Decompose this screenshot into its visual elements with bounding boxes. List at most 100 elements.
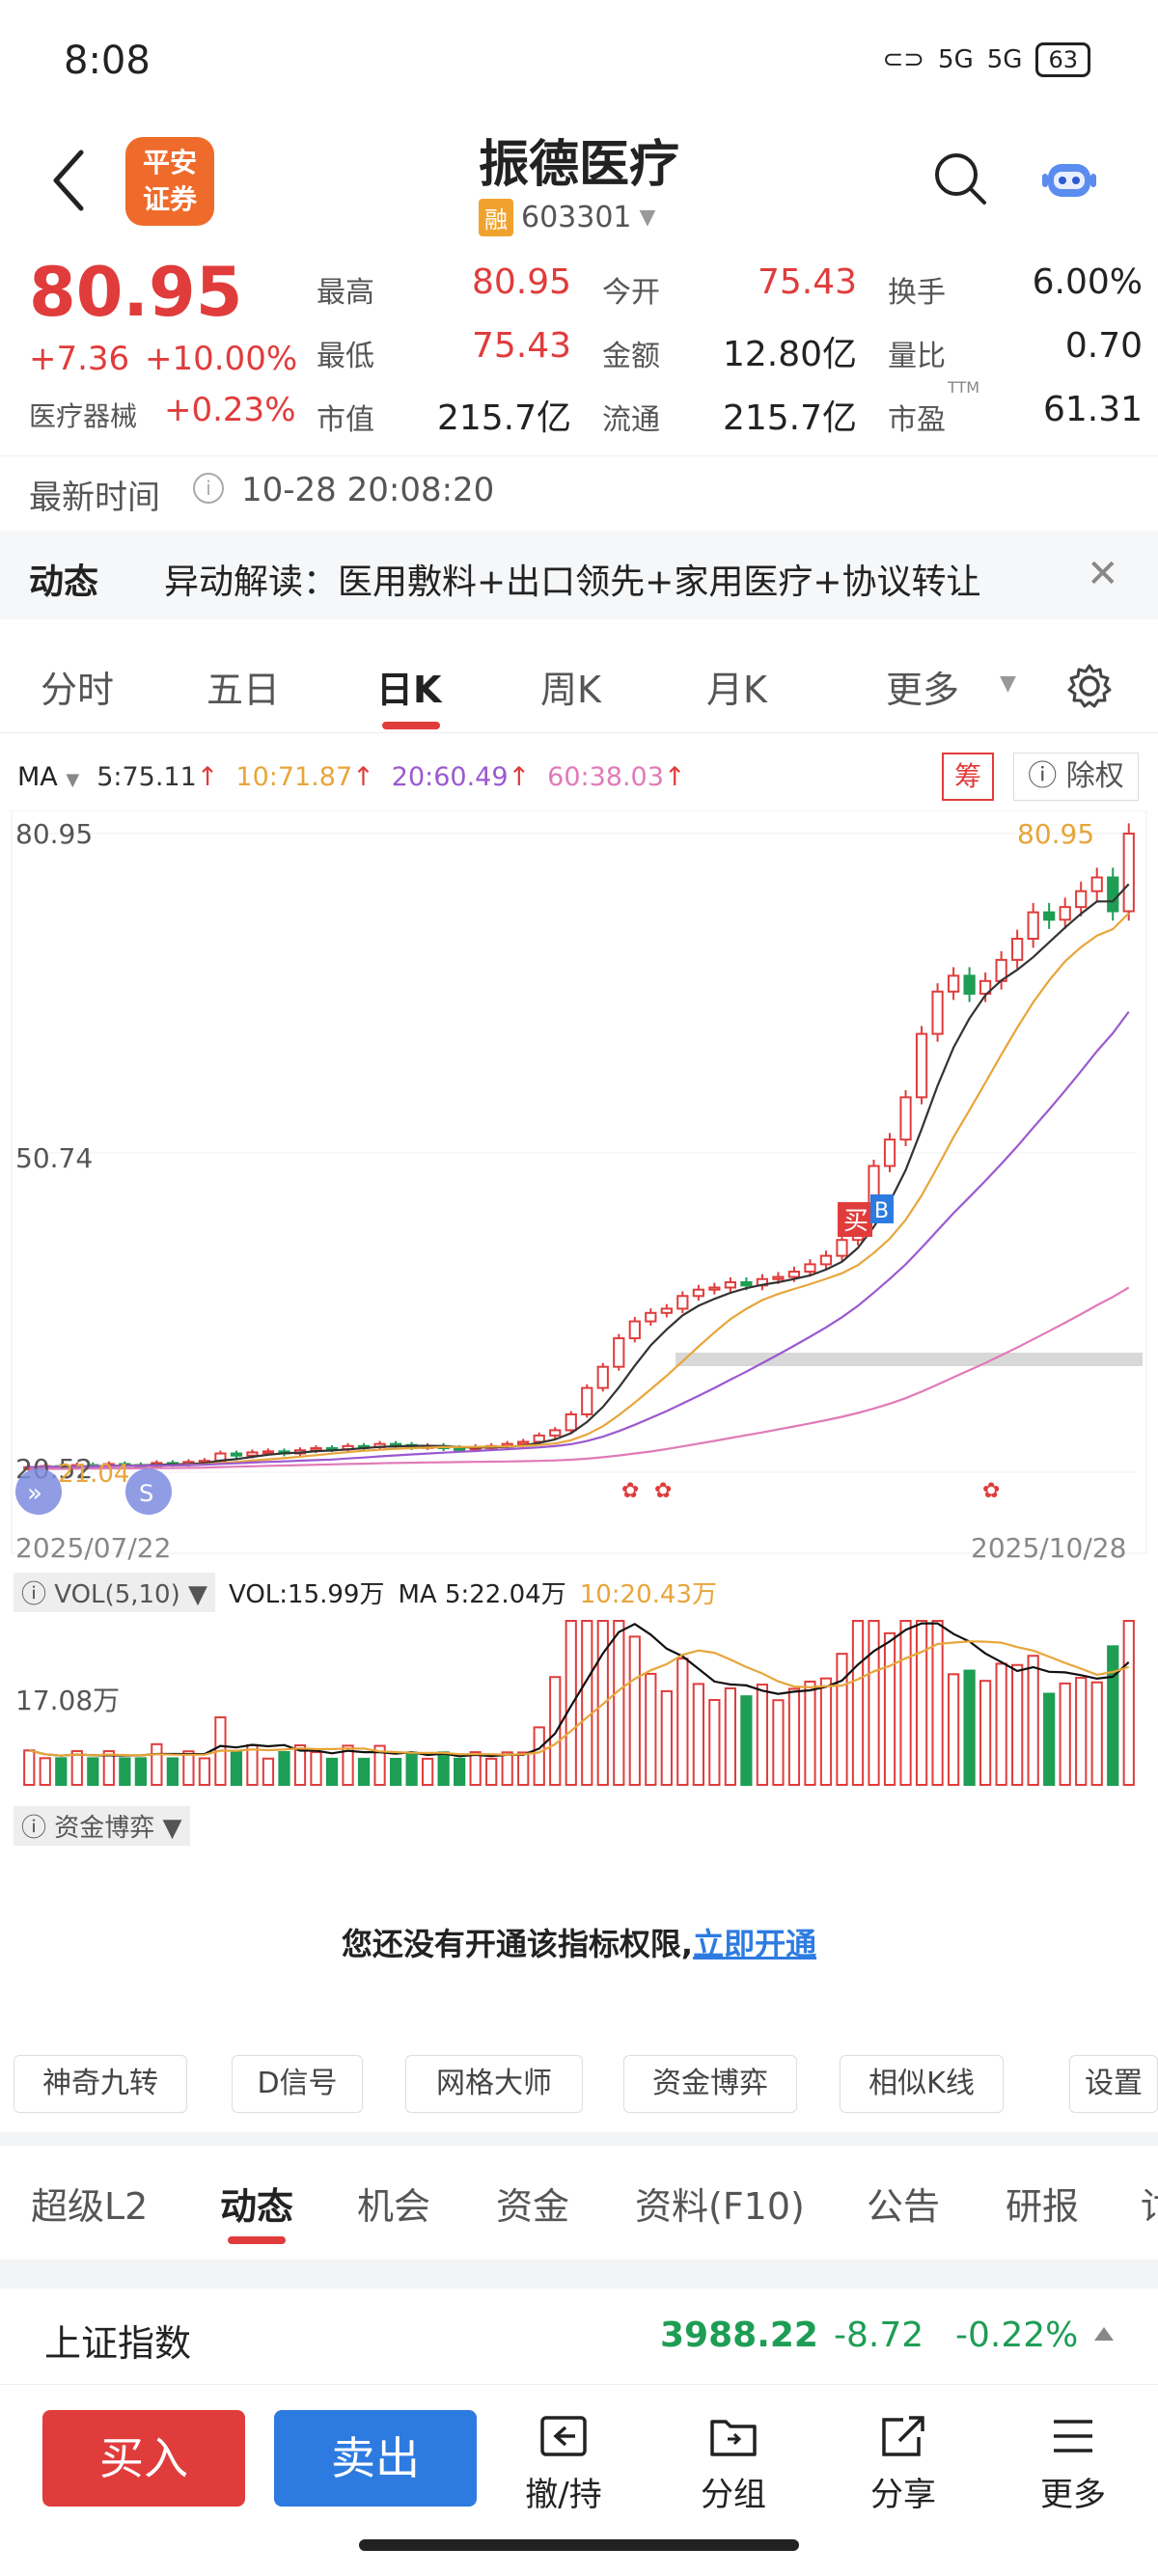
volume-bar: [119, 1757, 131, 1786]
candle: [517, 1440, 530, 1445]
volume-legend[interactable]: ⓘ VOL(5,10) ▼ VOL:15.99万 MA 5:22.04万 10:…: [14, 1573, 717, 1612]
tab-five-day[interactable]: 五日: [207, 669, 281, 711]
volume-bar: [628, 1635, 641, 1786]
search-icon[interactable]: [932, 151, 988, 206]
index-value: 3988.22: [660, 2316, 818, 2355]
volume-bar: [979, 1680, 992, 1786]
ma10-value: 10:71.87↑: [235, 762, 374, 792]
nav-more[interactable]: 更多: [1015, 2412, 1131, 2515]
volume-ma5: MA 5:22.04万: [398, 1580, 566, 1609]
volume-chart[interactable]: 17.08万: [0, 1602, 1158, 1795]
tool-magic-nine[interactable]: 神奇九转: [14, 2055, 187, 2113]
ma-legend[interactable]: MA ▼ 5:75.11↑ 10:71.87↑ 20:60.49↑ 60:38.…: [17, 762, 686, 792]
stock-code-row[interactable]: 融 603301 ▼: [479, 199, 655, 236]
candle: [676, 1295, 689, 1310]
tab-monthly-k[interactable]: 月K: [706, 669, 767, 711]
candle: [533, 1434, 545, 1443]
tab-f10[interactable]: 资料(F10): [635, 2185, 805, 2228]
buy-button[interactable]: 买入: [42, 2410, 245, 2507]
candle: [1090, 876, 1103, 892]
candle: [454, 1447, 466, 1452]
update-time-row: [0, 455, 1158, 529]
ex-rights-button[interactable]: ⓘ 除权: [1013, 753, 1139, 801]
tool-grid-master[interactable]: 网格大师: [405, 2055, 583, 2113]
back-arrow-icon[interactable]: [46, 147, 95, 214]
volume-bar: [549, 1676, 562, 1786]
tool-settings[interactable]: 设置: [1069, 2055, 1158, 2113]
chip-distribution-button[interactable]: 筹: [942, 753, 994, 801]
tab-daily-k[interactable]: 日K: [376, 669, 442, 711]
index-name: 上证指数: [44, 2322, 192, 2365]
turnover-label: 换手: [888, 276, 946, 310]
tool-similar-k[interactable]: 相似K线: [840, 2055, 1004, 2113]
tool-d-signal[interactable]: D信号: [232, 2055, 363, 2113]
volume-bar: [947, 1673, 960, 1786]
tab-discussion[interactable]: 讨: [1141, 2177, 1158, 2230]
pe-ttm-sup: TTM: [948, 378, 980, 397]
volume-bar: [899, 1620, 912, 1786]
active-tab-indicator: [228, 2236, 286, 2244]
float-cap-value: 215.7亿: [722, 398, 857, 438]
volume-bar: [708, 1699, 721, 1786]
volume-indicator-tag[interactable]: ⓘ VOL(5,10) ▼: [14, 1573, 215, 1612]
menu-icon: [1054, 2420, 1092, 2453]
volume-ma10: 10:20.43万: [579, 1580, 717, 1609]
expand-up-icon[interactable]: [1094, 2327, 1114, 2341]
close-icon[interactable]: ✕: [1087, 552, 1119, 596]
tab-more[interactable]: 更多: [886, 669, 960, 711]
news-bar[interactable]: [0, 531, 1158, 619]
index-ticker[interactable]: [0, 2288, 1158, 2385]
divider: [0, 2132, 1158, 2146]
volume-bar: [325, 1757, 339, 1787]
volume-bar: [645, 1672, 657, 1786]
nav-cancel-hold[interactable]: 撤/持: [506, 2412, 621, 2515]
update-time-value: 10-28 20:08:20: [241, 471, 495, 509]
volume-bar: [501, 1751, 513, 1787]
tab-intraday[interactable]: 分时: [41, 669, 115, 711]
candle: [836, 1239, 848, 1257]
candle: [660, 1307, 673, 1314]
activate-link[interactable]: 立即开通: [693, 1926, 817, 1962]
current-price: 80.95: [29, 253, 243, 332]
tab-research[interactable]: 研报: [1006, 2185, 1080, 2228]
candle: [246, 1451, 259, 1457]
volume-bar: [931, 1620, 944, 1786]
sector-name[interactable]: 医疗器械: [29, 400, 138, 432]
sector-change: +0.23%: [164, 391, 296, 429]
volume-bar: [39, 1757, 51, 1786]
tab-funds[interactable]: 资金: [496, 2185, 570, 2228]
volume-bar: [485, 1757, 498, 1786]
tab-dynamics[interactable]: 动态: [220, 2185, 294, 2228]
volume-value: VOL:15.99万: [229, 1580, 385, 1609]
nav-share[interactable]: 分享: [845, 2412, 961, 2515]
fund-indicator-tag[interactable]: ⓘ 资金博弈 ▼: [14, 1806, 190, 1846]
tab-weekly-k[interactable]: 周K: [540, 669, 601, 711]
divider: [0, 2260, 1158, 2288]
tab-super-l2[interactable]: 超级L2: [31, 2185, 149, 2228]
resistance-band: [676, 1353, 1143, 1366]
tool-fund-game[interactable]: 资金博弈: [623, 2055, 797, 2113]
status-time: 8:08: [64, 39, 151, 83]
volume-bar: [804, 1680, 816, 1786]
low-label: 最低: [317, 340, 374, 373]
chevron-down-icon[interactable]: ▼: [1000, 671, 1016, 696]
stock-name[interactable]: 振德医疗: [478, 136, 679, 194]
news-label: 动态: [29, 562, 99, 602]
amount-value: 12.80亿: [722, 335, 857, 374]
volume-bar: [565, 1620, 577, 1786]
sell-button[interactable]: 卖出: [274, 2410, 477, 2507]
assistant-robot-icon[interactable]: [1042, 154, 1096, 205]
date-start: 2025/07/22: [15, 1532, 171, 1563]
nav-group[interactable]: 分组: [676, 2412, 791, 2515]
cancel-hold-icon: [540, 2416, 587, 2456]
info-icon[interactable]: i: [193, 473, 224, 504]
tab-announcements[interactable]: 公告: [867, 2185, 941, 2228]
volume-bar: [166, 1757, 179, 1787]
news-text[interactable]: 异动解读：医用敷料+出口领先+家用医疗+协议转让: [164, 562, 981, 602]
candle: [1027, 911, 1039, 941]
kline-chart[interactable]: 80.95 50.74 20.52 21.04 80.95 2025/07/22…: [0, 810, 1158, 1563]
tab-opportunity[interactable]: 机会: [357, 2185, 431, 2228]
volume-bar: [915, 1620, 928, 1786]
volume-bar: [772, 1699, 785, 1786]
gear-icon[interactable]: [1065, 662, 1114, 710]
